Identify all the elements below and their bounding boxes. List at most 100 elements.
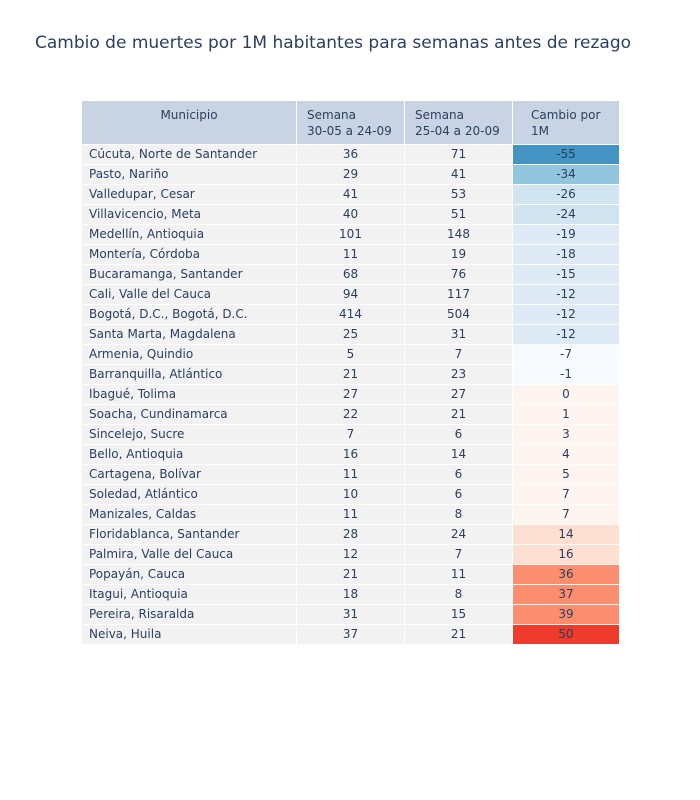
cell-municipio: Sincelejo, Sucre — [81, 424, 297, 445]
table-row: Bogotá, D.C., Bogotá, D.C. 414 504 -12 — [81, 304, 620, 325]
cell-semana-1: 101 — [296, 224, 405, 245]
cell-semana-1: 41 — [296, 184, 405, 205]
table-row: Armenia, Quindio 5 7 -7 — [81, 344, 620, 365]
cell-semana-1: 7 — [296, 424, 405, 445]
cell-cambio: 37 — [512, 584, 620, 605]
cell-semana-1: 28 — [296, 524, 405, 545]
cell-municipio: Cali, Valle del Cauca — [81, 284, 297, 305]
cell-cambio: 36 — [512, 564, 620, 585]
table-row: Cúcuta, Norte de Santander 36 71 -55 — [81, 144, 620, 165]
cell-cambio: 50 — [512, 624, 620, 645]
cell-municipio: Soledad, Atlántico — [81, 484, 297, 505]
table-row: Santa Marta, Magdalena 25 31 -12 — [81, 324, 620, 345]
data-table: Municipio Semana 30-05 a 24-09 Semana 25… — [81, 100, 620, 645]
cell-semana-2: 15 — [404, 604, 513, 625]
header-semana-1-line2: 30-05 a 24-09 — [307, 124, 392, 138]
cell-cambio: -24 — [512, 204, 620, 225]
cell-semana-2: 6 — [404, 484, 513, 505]
cell-municipio: Villavicencio, Meta — [81, 204, 297, 225]
cell-municipio: Floridablanca, Santander — [81, 524, 297, 545]
cell-municipio: Montería, Córdoba — [81, 244, 297, 265]
table-row: Barranquilla, Atlántico 21 23 -1 — [81, 364, 620, 385]
table-row: Villavicencio, Meta 40 51 -24 — [81, 204, 620, 225]
cell-semana-2: 21 — [404, 404, 513, 425]
table-row: Sincelejo, Sucre 7 6 3 — [81, 424, 620, 445]
cell-municipio: Bucaramanga, Santander — [81, 264, 297, 285]
cell-cambio: -12 — [512, 304, 620, 325]
cell-municipio: Ibagué, Tolima — [81, 384, 297, 405]
cell-semana-2: 53 — [404, 184, 513, 205]
header-semana-2-line2: 25-04 a 20-09 — [415, 124, 500, 138]
cell-municipio: Bello, Antioquia — [81, 444, 297, 465]
table-row: Medellín, Antioquia 101 148 -19 — [81, 224, 620, 245]
cell-semana-2: 27 — [404, 384, 513, 405]
cell-municipio: Valledupar, Cesar — [81, 184, 297, 205]
cell-municipio: Medellín, Antioquia — [81, 224, 297, 245]
cell-cambio: -34 — [512, 164, 620, 185]
cell-semana-2: 8 — [404, 584, 513, 605]
cell-municipio: Bogotá, D.C., Bogotá, D.C. — [81, 304, 297, 325]
cell-cambio: -12 — [512, 284, 620, 305]
table-row: Montería, Córdoba 11 19 -18 — [81, 244, 620, 265]
cell-semana-1: 18 — [296, 584, 405, 605]
cell-semana-2: 6 — [404, 424, 513, 445]
table-row: Floridablanca, Santander 28 24 14 — [81, 524, 620, 545]
cell-semana-1: 68 — [296, 264, 405, 285]
table-row: Palmira, Valle del Cauca 12 7 16 — [81, 544, 620, 565]
cell-semana-2: 117 — [404, 284, 513, 305]
cell-semana-1: 37 — [296, 624, 405, 645]
cell-semana-2: 14 — [404, 444, 513, 465]
header-semana-2-line1: Semana — [415, 108, 465, 122]
cell-municipio: Cartagena, Bolívar — [81, 464, 297, 485]
cell-cambio: -18 — [512, 244, 620, 265]
cell-semana-2: 24 — [404, 524, 513, 545]
header-municipio: Municipio — [81, 100, 297, 145]
table-row: Cartagena, Bolívar 11 6 5 — [81, 464, 620, 485]
cell-semana-1: 40 — [296, 204, 405, 225]
table-row: Neiva, Huila 37 21 50 — [81, 624, 620, 645]
cell-cambio: 16 — [512, 544, 620, 565]
cell-semana-2: 71 — [404, 144, 513, 165]
cell-cambio: 1 — [512, 404, 620, 425]
cell-cambio: 14 — [512, 524, 620, 545]
cell-cambio: -1 — [512, 364, 620, 385]
cell-municipio: Soacha, Cundinamarca — [81, 404, 297, 425]
header-cambio: Cambio por 1M — [512, 100, 620, 145]
header-semana-2: Semana 25-04 a 20-09 — [404, 100, 513, 145]
cell-semana-1: 414 — [296, 304, 405, 325]
table-row: Soacha, Cundinamarca 22 21 1 — [81, 404, 620, 425]
cell-cambio: -19 — [512, 224, 620, 245]
table-row: Pasto, Nariño 29 41 -34 — [81, 164, 620, 185]
cell-semana-1: 16 — [296, 444, 405, 465]
table-body: Cúcuta, Norte de Santander 36 71 -55 Pasto, … — [81, 144, 620, 645]
cell-semana-1: 94 — [296, 284, 405, 305]
cell-semana-2: 51 — [404, 204, 513, 225]
cell-semana-1: 5 — [296, 344, 405, 365]
cell-cambio: 5 — [512, 464, 620, 485]
cell-cambio: 0 — [512, 384, 620, 405]
cell-semana-2: 41 — [404, 164, 513, 185]
cell-cambio: -15 — [512, 264, 620, 285]
cell-municipio: Pasto, Nariño — [81, 164, 297, 185]
cell-cambio: -7 — [512, 344, 620, 365]
table-row: Soledad, Atlántico 10 6 7 — [81, 484, 620, 505]
table-row: Manizales, Caldas 11 8 7 — [81, 504, 620, 525]
cell-semana-1: 12 — [296, 544, 405, 565]
cell-semana-2: 148 — [404, 224, 513, 245]
cell-semana-2: 11 — [404, 564, 513, 585]
cell-cambio: 39 — [512, 604, 620, 625]
cell-semana-2: 8 — [404, 504, 513, 525]
cell-cambio: -12 — [512, 324, 620, 345]
cell-municipio: Pereira, Risaralda — [81, 604, 297, 625]
header-municipio-label: Municipio — [160, 108, 218, 122]
cell-semana-2: 6 — [404, 464, 513, 485]
cell-semana-1: 31 — [296, 604, 405, 625]
cell-municipio: Popayán, Cauca — [81, 564, 297, 585]
cell-municipio: Barranquilla, Atlántico — [81, 364, 297, 385]
cell-semana-1: 29 — [296, 164, 405, 185]
header-cambio-line1: Cambio por — [531, 108, 601, 122]
cell-municipio: Cúcuta, Norte de Santander — [81, 144, 297, 165]
cell-semana-2: 7 — [404, 344, 513, 365]
cell-municipio: Itagui, Antioquia — [81, 584, 297, 605]
cell-cambio: 3 — [512, 424, 620, 445]
